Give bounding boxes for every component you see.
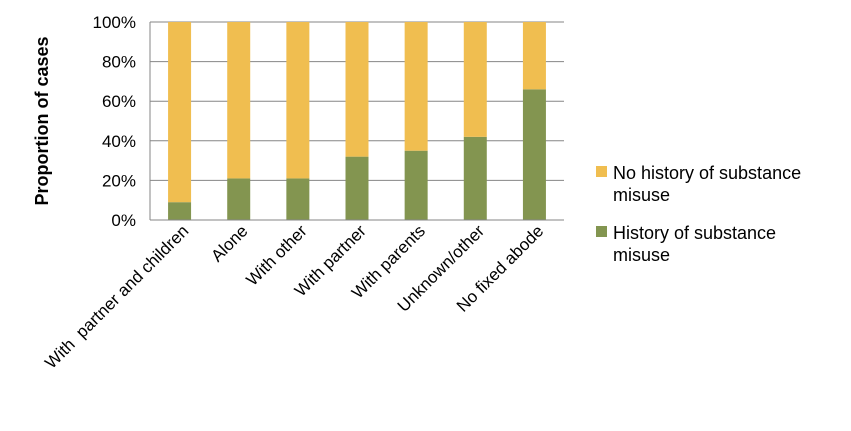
bar-segment — [404, 22, 428, 151]
bar-segment — [404, 150, 428, 220]
x-tick-label: With partner and children — [41, 221, 192, 372]
bar-segment — [345, 22, 369, 157]
y-tick-label: 20% — [102, 171, 136, 190]
bar-segment — [168, 202, 192, 220]
y-tick-label: 0% — [111, 211, 136, 230]
bars — [168, 22, 546, 220]
bar-segment — [286, 22, 310, 179]
y-tick-label: 40% — [102, 132, 136, 151]
y-tick-label: 100% — [93, 13, 136, 32]
bar-segment — [463, 22, 487, 137]
bar-segment — [227, 22, 251, 179]
bar-segment — [522, 22, 546, 90]
y-tick-labels: 0% 20% 40% 60% 80% 100% — [93, 13, 136, 230]
bar-segment — [463, 136, 487, 220]
y-axis-label: Proportion of cases — [32, 36, 52, 205]
legend-label: History of substance misuse — [613, 223, 776, 265]
bar-segment — [227, 178, 251, 220]
bar-segment — [345, 156, 369, 220]
bar-segment — [168, 22, 192, 203]
legend: No history of substance misuse History of … — [596, 163, 801, 265]
legend-label: No history of substance misuse — [613, 163, 801, 205]
legend-swatch — [596, 166, 607, 177]
bar-segment — [522, 89, 546, 220]
x-tick-label: Alone — [207, 221, 251, 265]
y-tick-label: 80% — [102, 53, 136, 72]
y-tick-label: 60% — [102, 92, 136, 111]
legend-swatch — [596, 226, 607, 237]
bar-segment — [286, 178, 310, 220]
